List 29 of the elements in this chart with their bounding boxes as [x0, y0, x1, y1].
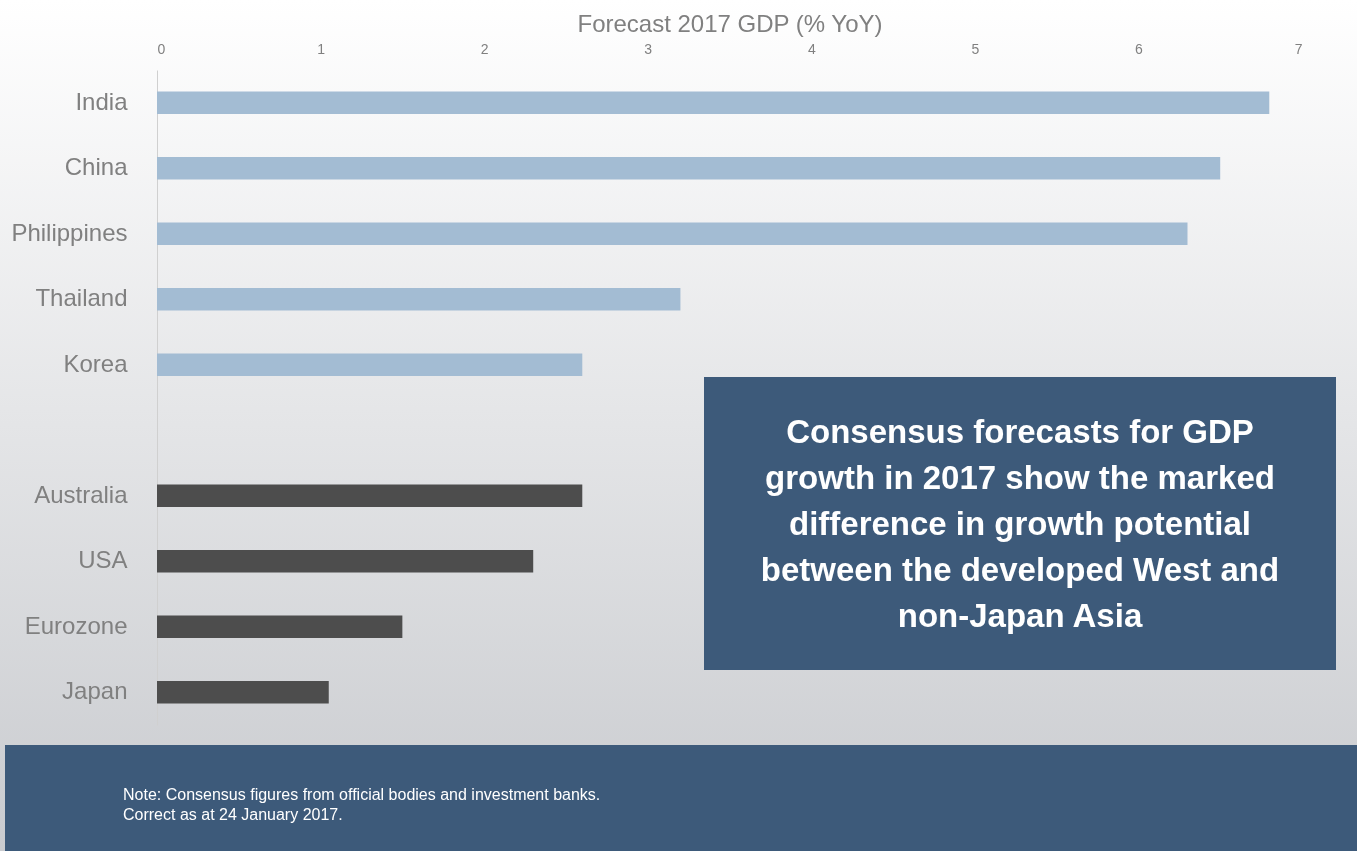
footer-panel: Note: Consensus figures from official bodies and investment banks. Correct as at 24 January 2017.	[5, 745, 1357, 851]
bar	[157, 353, 583, 376]
y-tick-label: Australia	[34, 480, 129, 508]
y-tick-label: India	[75, 87, 129, 115]
x-tick-label: 0	[157, 40, 166, 57]
y-tick-label: Japan	[62, 677, 128, 705]
bar	[157, 157, 1221, 180]
x-tick-label: 2	[480, 40, 489, 57]
y-tick-label: Thailand	[35, 284, 128, 312]
bar	[157, 222, 1188, 245]
x-axis-title: Forecast 2017 GDP (% YoY)	[577, 9, 883, 37]
y-tick-label: Philippines	[11, 218, 128, 246]
y-tick-label: Eurozone	[24, 611, 128, 639]
bar	[157, 288, 681, 311]
bar	[157, 550, 534, 573]
x-tick-label: 6	[1135, 40, 1144, 57]
text-box: Consensus forecasts for GDP growth in 2017 show the marked difference in growth potential between the developed West and non-Japan Asia	[704, 377, 1336, 670]
y-tick-label: China	[64, 153, 129, 181]
bar	[157, 615, 403, 638]
x-tick-label: 5	[971, 40, 980, 57]
bar	[157, 484, 583, 507]
bar	[157, 681, 329, 704]
y-tick-label: USA	[78, 546, 128, 574]
x-tick-label: 3	[644, 40, 653, 57]
x-tick-label: 4	[807, 40, 816, 57]
x-tick-label: 7	[1294, 40, 1303, 57]
x-tick-label: 1	[317, 40, 326, 57]
bar	[157, 91, 1270, 114]
y-tick-label: Korea	[63, 349, 129, 377]
